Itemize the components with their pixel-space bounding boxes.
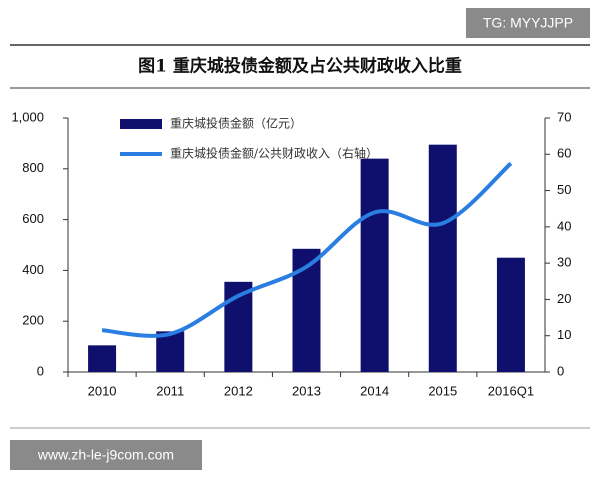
y2-tick-label: 60 bbox=[557, 146, 571, 161]
x-tick-label: 2013 bbox=[292, 383, 321, 398]
y2-tick-label: 50 bbox=[557, 182, 571, 197]
line bbox=[101, 161, 513, 338]
x-tick-label: 2012 bbox=[224, 383, 253, 398]
x-tick-label: 2011 bbox=[156, 383, 184, 398]
y2-tick-label: 40 bbox=[557, 218, 571, 233]
y2-tick-label: 0 bbox=[557, 363, 564, 378]
y2-tick-label: 10 bbox=[557, 327, 571, 342]
bar bbox=[88, 345, 117, 372]
x-tick-label: 2015 bbox=[428, 383, 457, 398]
x-tick-label: 2014 bbox=[360, 383, 389, 398]
x-tick-label: 2016Q1 bbox=[488, 383, 534, 398]
y-tick-label: 600 bbox=[22, 211, 44, 226]
y-tick-label: 200 bbox=[22, 313, 44, 328]
legend-swatch bbox=[120, 119, 162, 129]
top-tag: TG: MYYJJPP bbox=[483, 15, 573, 31]
chart-title: 图1 重庆城投债金额及占公共财政收入比重 bbox=[138, 56, 462, 77]
y2-tick-label: 30 bbox=[557, 255, 571, 270]
footer-box bbox=[10, 440, 202, 470]
y-tick-label: 0 bbox=[37, 363, 44, 378]
legend-label: 重庆城投债金额/公共财政收入（右轴） bbox=[170, 146, 378, 161]
bar bbox=[428, 144, 457, 372]
footer-tag: www.zh-le-j9com.com bbox=[37, 447, 174, 463]
y-tick-label: 800 bbox=[22, 160, 44, 175]
tag-box bbox=[466, 8, 590, 38]
y2-tick-label: 70 bbox=[557, 109, 571, 124]
bar bbox=[360, 158, 389, 372]
legend-label: 重庆城投债金额（亿元） bbox=[170, 116, 302, 131]
bar bbox=[156, 331, 185, 372]
y-tick-label: 400 bbox=[22, 262, 44, 277]
bar bbox=[292, 248, 321, 372]
y2-tick-label: 20 bbox=[557, 291, 571, 306]
bar bbox=[496, 257, 525, 372]
y-tick-label: 1,000 bbox=[11, 109, 44, 124]
x-tick-label: 2010 bbox=[88, 383, 117, 398]
